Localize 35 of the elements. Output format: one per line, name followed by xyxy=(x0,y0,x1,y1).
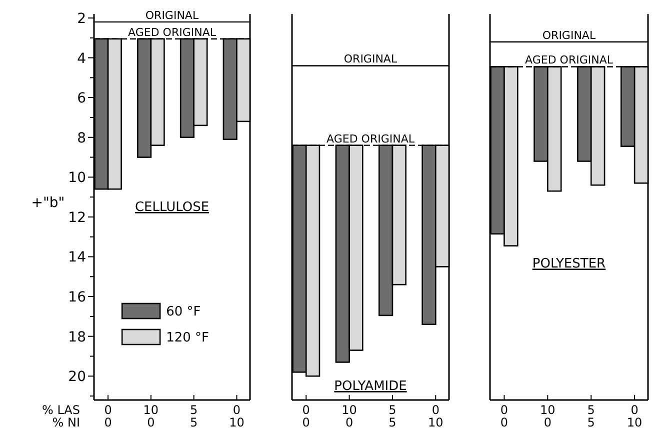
x-axis-title: % LAS % NI xyxy=(42,403,80,430)
x-tick-label: 0 0 xyxy=(302,403,310,430)
ref-line-label: AGED ORIGINAL xyxy=(128,26,217,39)
y-axis-title: +"b" xyxy=(31,195,65,211)
x-tick-label: 0 0 xyxy=(104,403,112,430)
x-tick-label: 5 5 xyxy=(587,403,595,430)
annotation: CELLULOSE xyxy=(134,200,210,215)
x-tick-label: 10 0 xyxy=(143,403,159,430)
x-tick-label: 0 0 xyxy=(500,403,508,430)
x-tick-label: 10 0 xyxy=(342,403,357,430)
x-tick-label: 5 5 xyxy=(190,403,198,430)
y-tick-label: 4 xyxy=(77,50,86,67)
legend-label: 60 °F xyxy=(166,304,201,320)
ref-line-label: AGED ORIGINAL xyxy=(326,132,416,146)
legend-label: 120 °F xyxy=(166,330,210,346)
x-tick-label: 0 10 xyxy=(626,403,642,430)
y-tick-label: 12 xyxy=(68,210,86,226)
annotation: POLYAMIDE xyxy=(334,379,407,394)
x-tick-label: 5 5 xyxy=(388,403,396,430)
y-tick-label: 10 xyxy=(68,170,86,186)
x-tick-label: 10 0 xyxy=(540,403,556,430)
y-tick-label: 18 xyxy=(68,329,86,346)
annotation: POLYESTER xyxy=(532,256,606,272)
y-tick-label: 8 xyxy=(77,130,86,146)
ref-line-label: ORIGINAL xyxy=(542,28,596,42)
x-tick-label: 0 10 xyxy=(428,403,444,430)
y-tick-label: 20 xyxy=(68,369,86,386)
ref-line-label: AGED ORIGINAL xyxy=(525,54,614,67)
y-tick-label: 2 xyxy=(77,10,86,27)
y-tick-label: 6 xyxy=(77,90,86,107)
x-tick-label: 0 10 xyxy=(229,403,244,430)
y-tick-label: 16 xyxy=(68,290,86,306)
ref-line-label: ORIGINAL xyxy=(344,52,398,66)
ref-line-label: ORIGINAL xyxy=(145,8,200,22)
y-tick-label: 14 xyxy=(68,250,86,266)
